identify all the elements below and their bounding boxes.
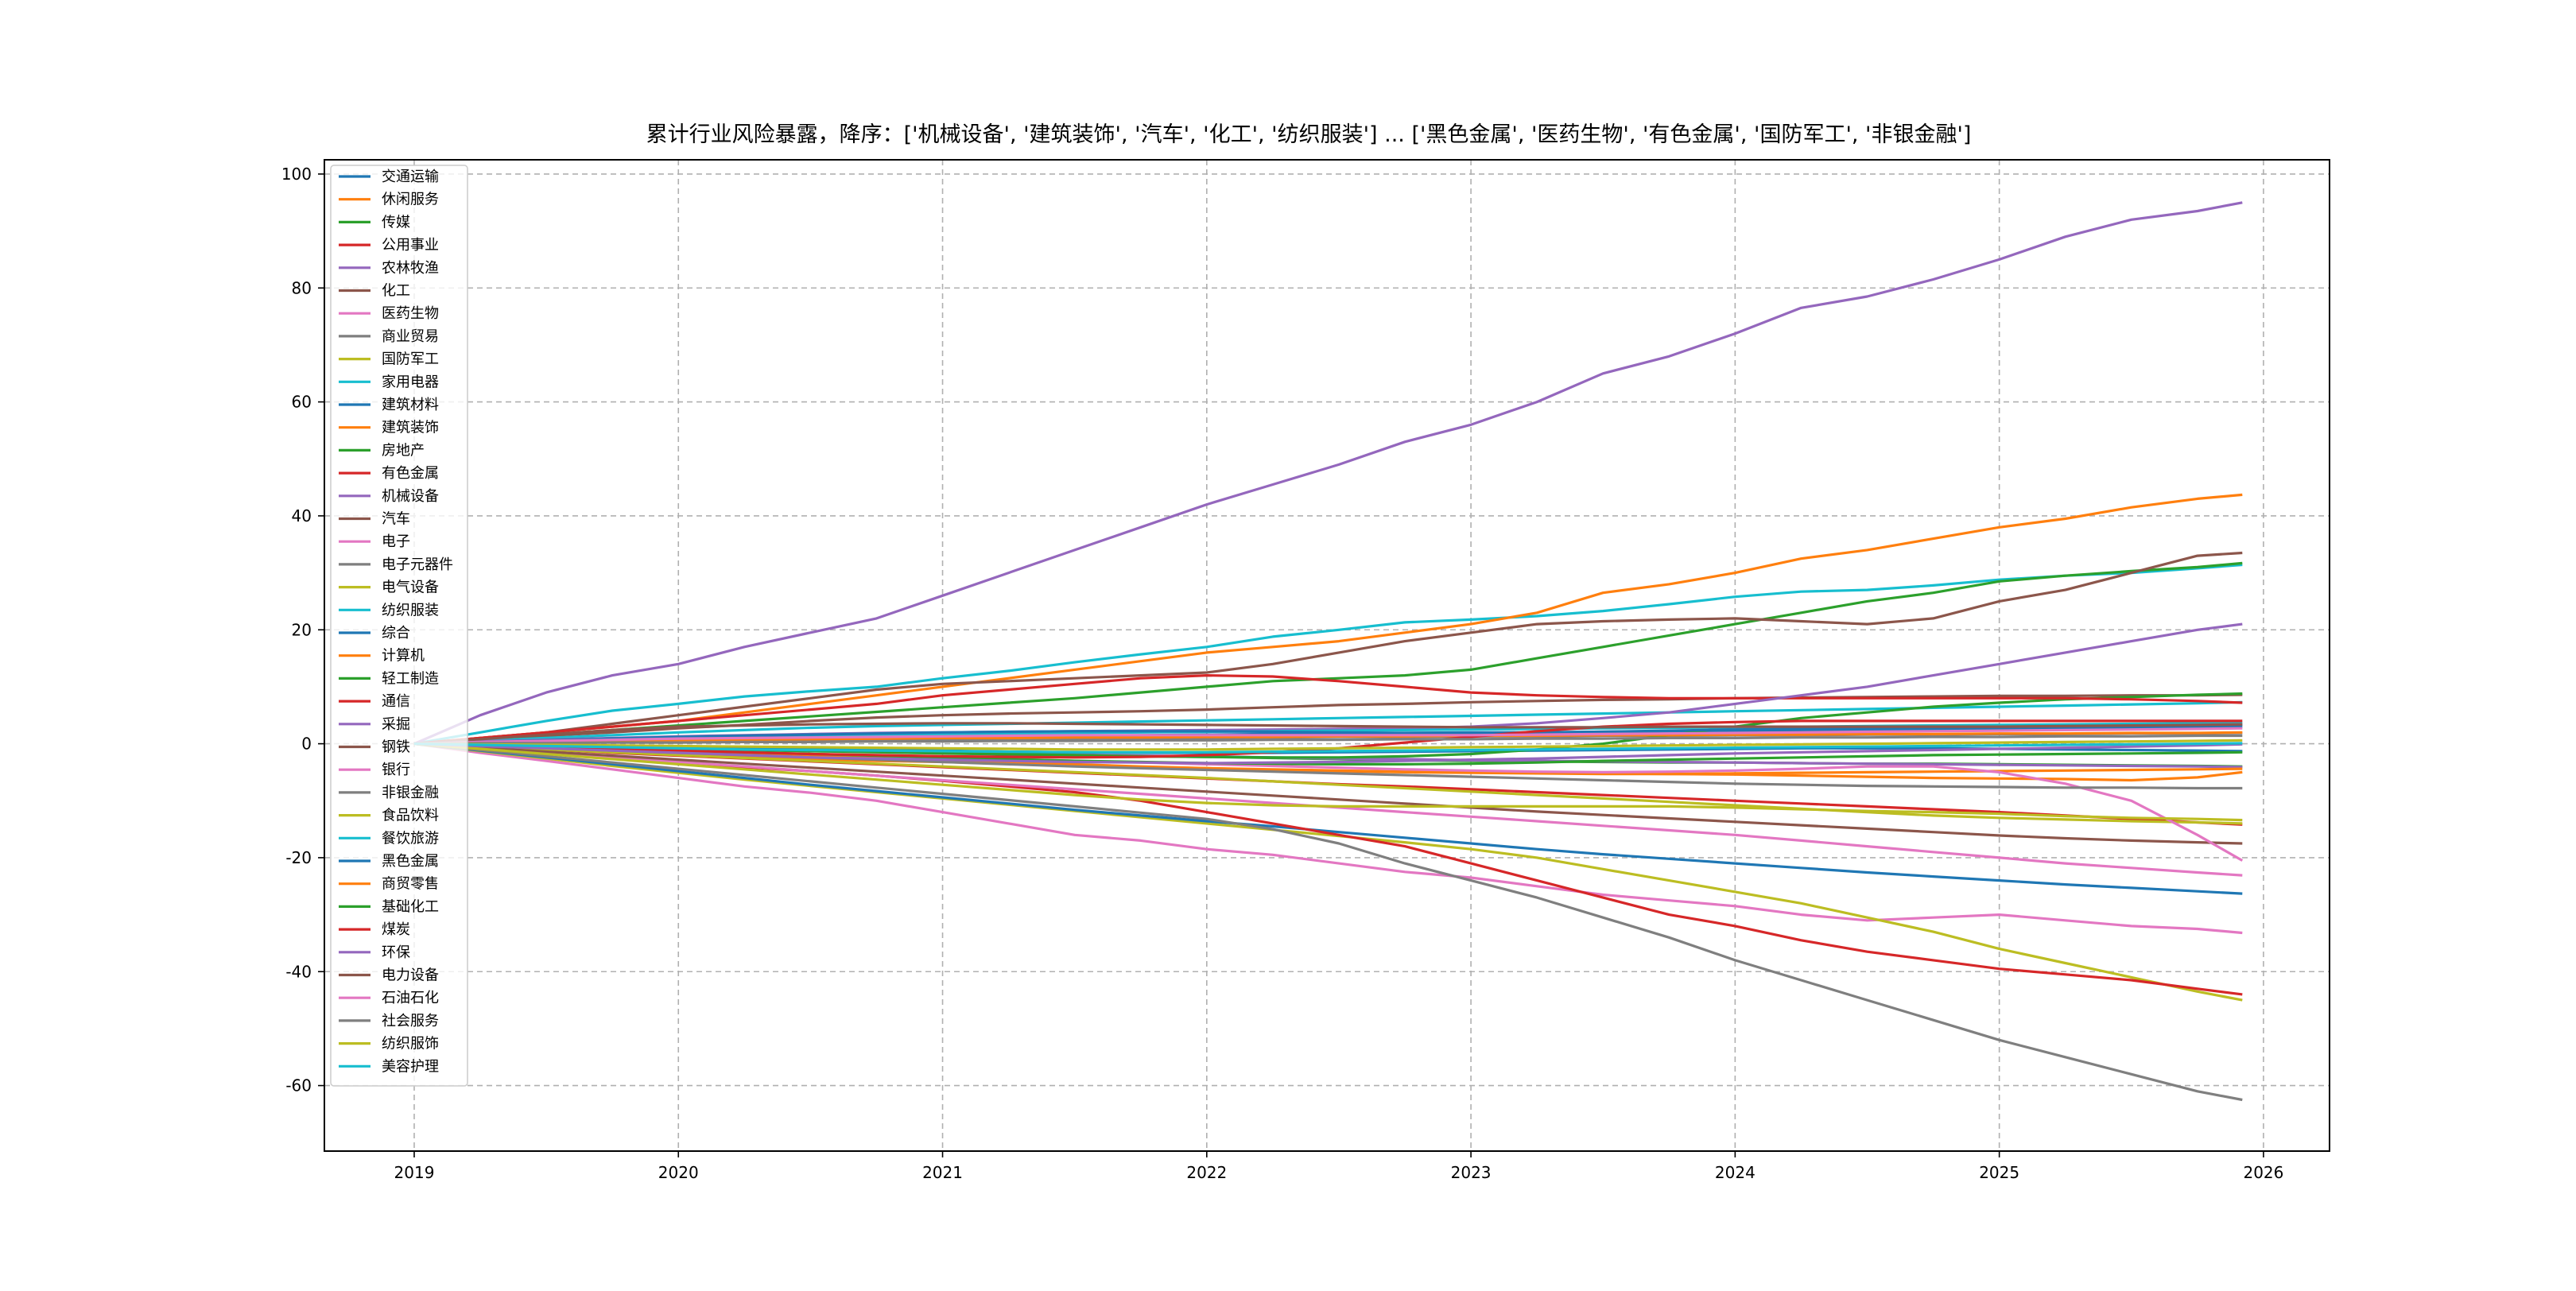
series-line-11 [413,493,2243,746]
series-line-12 [413,561,2243,746]
x-tick-label: 2022 [1186,1163,1227,1182]
series-line-9 [413,563,2243,746]
legend-label: 基础化工 [382,898,439,915]
legend-label: 传媒 [382,214,410,231]
legend-label: 纺织服饰 [382,1036,439,1053]
series-line-6 [413,742,2243,935]
legend-label: 综合 [382,625,410,642]
legend-label: 食品饮料 [382,808,439,824]
y-tick-label: 80 [292,278,312,297]
legend-label: 纺织服装 [382,602,439,618]
y-tick-label: -20 [285,848,312,867]
legend-label: 美容护理 [382,1058,439,1075]
legend-label: 机械设备 [382,488,439,505]
legend-label: 钢铁 [382,739,410,756]
series-line-17 [413,742,2243,1102]
chart-title: 累计行业风险暴露，降序：['机械设备', '建筑装饰', '汽车', '化工',… [646,122,1972,147]
axis-ticks: 2019 2020 2021 2022 2023 2024 2025 2026 -60 -40 -2… [281,165,2284,1182]
legend-label: 电气设备 [382,580,439,596]
legend-label: 有色金属 [382,465,439,482]
legend-label: 轻工制造 [382,670,439,687]
legend-label: 黑色金属 [382,853,439,870]
series-line-39 [413,742,2243,754]
legend-label: 农林牧渔 [382,260,439,277]
legend-label: 电子元器件 [382,556,453,573]
series-line-23 [413,673,2243,746]
legend-label: 非银金融 [382,785,439,801]
legend-label: 通信 [382,693,410,710]
legend-label: 环保 [382,944,410,961]
y-tick-label: 100 [281,165,312,184]
legend-label: 交通运输 [382,169,439,185]
legend-label: 电子 [382,533,410,550]
legend-label: 医药生物 [382,305,439,322]
series-line-34 [413,742,2243,765]
y-tick-label: 60 [292,393,312,412]
legend-label: 商业贸易 [382,328,439,345]
x-tick-label: 2026 [2243,1163,2283,1182]
legend-label: 公用事业 [382,237,439,254]
series-line-14 [413,201,2243,746]
legend-label: 石油石化 [382,990,439,1006]
x-tick-label: 2019 [394,1163,435,1182]
x-tick-label: 2020 [658,1163,699,1182]
legend-label: 汽车 [382,511,410,528]
legend-label: 餐饮旅游 [382,830,439,847]
series-line-18 [413,742,2243,825]
legend-box [330,165,468,1087]
series-line-38 [413,739,2243,751]
x-tick-label: 2023 [1451,1163,1492,1182]
series-line-37 [413,734,2243,746]
y-tick-label: 40 [292,506,312,525]
x-tick-label: 2024 [1715,1163,1755,1182]
legend-label: 建筑材料 [382,397,439,413]
legend-label: 商贸零售 [382,876,439,893]
series-line-10 [413,742,2243,895]
series-lines [413,201,2244,1102]
x-tick-label: 2021 [922,1163,963,1182]
series-line-36 [413,727,2243,746]
plot-frame [324,159,2330,1152]
x-tick-label: 2025 [1979,1163,2019,1182]
y-tick-label: -40 [285,962,312,981]
legend-label: 化工 [382,283,410,300]
legend-label: 采掘 [382,716,410,733]
series-line-25 [413,742,2243,845]
y-tick-label: -60 [285,1076,312,1095]
legend-label: 社会服务 [382,1013,439,1029]
legend: 交通运输休闲服务传媒公用事业农林牧渔化工医药生物商业贸易国防军工家用电器建筑材料… [330,165,468,1087]
legend-label: 房地产 [382,442,425,459]
series-line-28 [413,742,2243,822]
series-line-35 [413,722,2243,746]
legend-label: 电力设备 [382,967,439,984]
legend-label: 计算机 [382,648,425,665]
series-line-19 [413,700,2243,746]
legend-label: 家用电器 [382,374,439,390]
legend-label: 国防军工 [382,351,439,368]
legend-label: 煤炭 [382,921,410,938]
legend-label: 银行 [382,762,410,778]
legend-label: 休闲服务 [382,192,439,208]
y-tick-label: 0 [301,735,312,754]
series-line-15 [413,551,2243,746]
legend-label: 建筑装饰 [382,420,439,436]
y-tick-label: 20 [292,620,312,639]
